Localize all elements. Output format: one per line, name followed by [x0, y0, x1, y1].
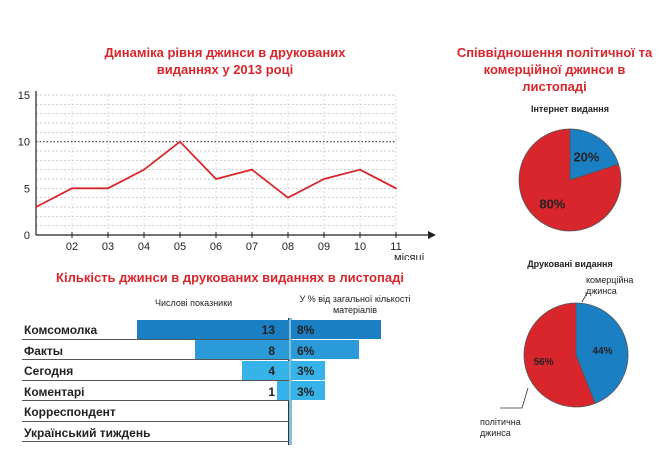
bar-row: Сегодня 4 3% — [0, 360, 400, 382]
bar-right — [291, 381, 325, 401]
row-underline — [22, 420, 289, 422]
leader-commercial — [581, 292, 587, 303]
x-tick-label: 02 — [66, 241, 78, 253]
slice-label: 56% — [534, 357, 554, 368]
bar-value-label: 1 — [268, 384, 275, 399]
bars-col-numbers: Числові показники — [155, 298, 233, 308]
pie-slice — [523, 302, 596, 408]
bar-right — [291, 340, 359, 360]
data-point — [395, 187, 397, 190]
leader-political — [500, 387, 529, 409]
row-underline — [22, 359, 289, 360]
data-point — [107, 187, 109, 190]
row-underline — [22, 441, 289, 442]
bars-title: Кількість джинси в друкованих виданнях в… — [56, 270, 404, 285]
row-underline — [22, 338, 289, 340]
bar-value-label: 8 — [268, 343, 275, 358]
bar-row: Факты 8 6% — [0, 340, 400, 362]
legend-commercial: комерційна джинса — [586, 275, 634, 296]
bar-right — [291, 319, 382, 339]
row-underline — [22, 379, 289, 381]
bar-row: Український тиждень — [0, 423, 400, 444]
bar-category-label: Корреспондент — [24, 405, 116, 419]
data-point — [179, 140, 181, 143]
x-tick-label: 09 — [318, 241, 330, 253]
slice-label: 44% — [593, 346, 613, 357]
x-tick-label: 03 — [102, 241, 114, 253]
bar-category-label: Сегодня — [24, 364, 74, 378]
line-chart-title: Динаміка рівня джинси в друкованих видан… — [104, 45, 346, 77]
bar-chart: Комсомолка 13 8% Факты 8 6% Сегодня 4 3% Коментар… — [0, 318, 400, 454]
bar-percent-label: 3% — [297, 364, 315, 378]
y-tick-label: 10 — [18, 137, 30, 149]
bar-right — [291, 360, 325, 380]
data-point — [287, 196, 289, 199]
pie-slice — [569, 128, 620, 181]
y-tick-label: 0 — [24, 230, 30, 242]
bar-category-label: Комсомолка — [24, 323, 98, 337]
ratio-title: Співвідношення політичної та комерційної… — [456, 45, 653, 94]
slice-label: 20% — [573, 149, 599, 164]
bar-row: Комсомолка 13 8% — [0, 319, 400, 341]
data-point — [251, 168, 253, 171]
pie-print: 44% 56% — [500, 292, 629, 409]
bar-percent-label: 6% — [297, 343, 315, 358]
pie-slice — [518, 128, 622, 232]
x-tick-label: 07 — [246, 241, 258, 253]
bar-percent-label: 8% — [297, 323, 315, 337]
bar-percent-label: 3% — [297, 384, 315, 399]
row-underline — [22, 400, 289, 401]
bar-category-label: Факты — [24, 343, 64, 358]
x-axis-arrow — [428, 231, 436, 239]
y-tick-label: 15 — [18, 90, 30, 102]
bar-row: Корреспондент — [0, 402, 400, 423]
x-tick-label: 05 — [174, 241, 186, 253]
pie-internet-title: Інтернет видання — [531, 104, 609, 114]
bar-left — [195, 340, 289, 360]
bar-row: Коментарі 1 3% — [0, 381, 400, 403]
data-point — [143, 168, 145, 171]
bar-category-label: Коментарі — [24, 384, 85, 399]
bar-left — [277, 381, 289, 401]
x-axis-label: місяці — [394, 252, 424, 260]
bars-col-percent: У % від загальної кількості матеріалів — [299, 294, 411, 315]
x-tick-label: 04 — [138, 241, 150, 253]
bar-value-label: 4 — [268, 364, 275, 378]
data-point — [323, 178, 325, 180]
pie-slice — [575, 302, 629, 404]
x-tick-label: 10 — [354, 241, 366, 253]
data-point — [215, 178, 217, 180]
x-tick-label: 11 — [390, 241, 401, 253]
data-point — [35, 206, 37, 208]
bar-left — [242, 360, 289, 380]
bar-left — [136, 319, 289, 339]
slice-label: 80% — [539, 196, 565, 211]
data-point — [71, 187, 73, 190]
data-point — [359, 168, 361, 171]
y-tick-label: 5 — [24, 183, 30, 195]
x-tick-label: 08 — [282, 241, 294, 253]
x-tick-label: 06 — [210, 241, 222, 253]
legend-political: політична джинса — [480, 417, 521, 438]
pie-print-title: Друковані видання — [527, 259, 613, 269]
bar-category-label: Український тиждень — [24, 425, 151, 440]
pie-internet: 20% 80% — [518, 128, 622, 232]
bar-value-label: 13 — [261, 323, 275, 337]
